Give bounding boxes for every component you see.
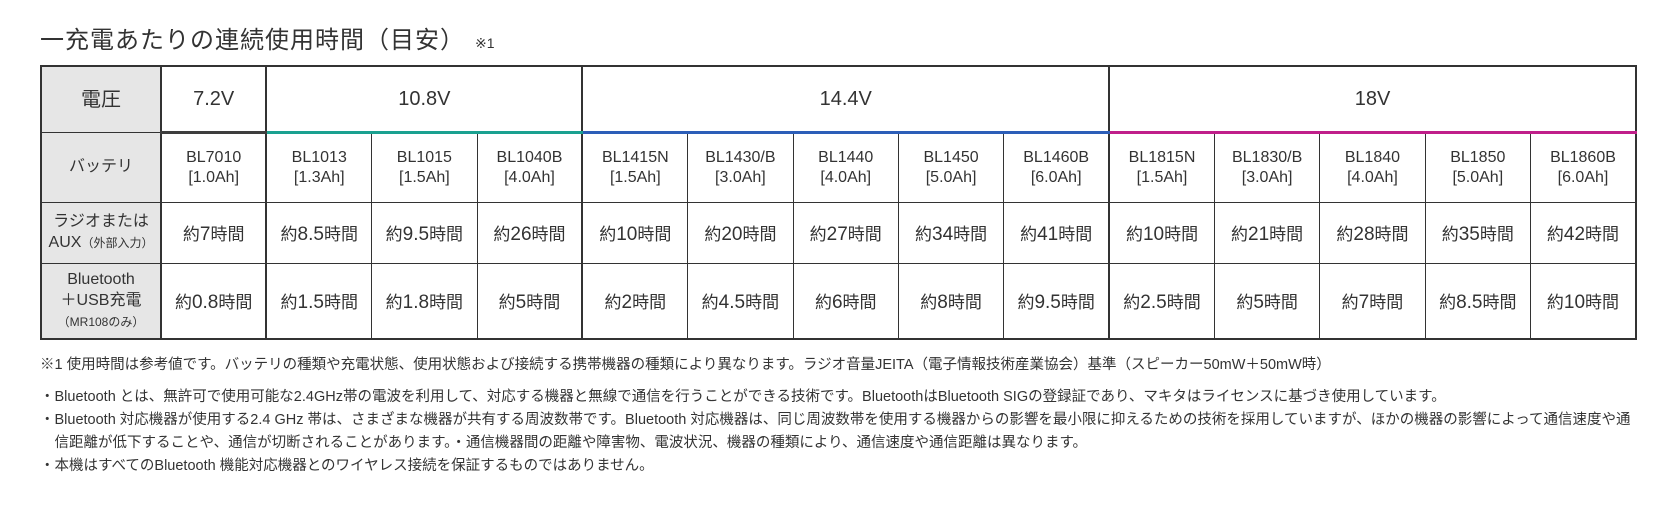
header-voltage: 電圧 — [41, 66, 161, 133]
page-title: 一充電あたりの連続使用時間（目安） — [40, 20, 465, 55]
data-cell: 約4.5時間 — [688, 264, 793, 340]
data-cell: 約27時間 — [793, 203, 898, 264]
bullet-item: ・Bluetooth とは、無許可で使用可能な2.4GHz帯の電波を利用して、対… — [40, 386, 1637, 409]
data-cell: 約8.5時間 — [1425, 264, 1530, 340]
header-battery: バッテリ — [41, 133, 161, 203]
data-cell: 約10時間 — [1530, 264, 1636, 340]
data-cell: 約9.5時間 — [372, 203, 477, 264]
battery-cell: BL1013 [1.3Ah] — [266, 133, 371, 203]
data-cell: 約0.8時間 — [161, 264, 266, 340]
notes: ※1 使用時間は参考値です。バッテリの種類や充電状態、使用状態および接続する携帯… — [40, 354, 1637, 478]
bullet-item: ・Bluetooth 対応機器が使用する2.4 GHz 帯は、さまざまな機器が共… — [40, 409, 1637, 455]
data-cell: 約1.5時間 — [266, 264, 371, 340]
data-cell: 約21時間 — [1214, 203, 1319, 264]
battery-cell: BL1815N [1.5Ah] — [1109, 133, 1214, 203]
row-bt-label-main: Bluetooth ＋USB充電 — [61, 271, 142, 309]
voltage-cell: 10.8V — [266, 66, 582, 133]
data-cell: 約2.5時間 — [1109, 264, 1214, 340]
data-cell: 約35時間 — [1425, 203, 1530, 264]
battery-cell: BL1015 [1.5Ah] — [372, 133, 477, 203]
voltage-row: 電圧 7.2V10.8V14.4V18V — [41, 66, 1636, 133]
bullets: ・Bluetooth とは、無許可で使用可能な2.4GHz帯の電波を利用して、対… — [40, 386, 1637, 479]
data-cell: 約7時間 — [161, 203, 266, 264]
battery-cell: BL1440 [4.0Ah] — [793, 133, 898, 203]
row-bt-label-sub: （MR108のみ） — [58, 315, 145, 329]
bullet-item: ・本機はすべてのBluetooth 機能対応機器とのワイヤレス接続を保証するもの… — [40, 455, 1637, 478]
data-cell: 約20時間 — [688, 203, 793, 264]
data-cell: 約8.5時間 — [266, 203, 371, 264]
data-cell: 約6時間 — [793, 264, 898, 340]
battery-cell: BL1040B [4.0Ah] — [477, 133, 582, 203]
battery-cell: BL1830/B [3.0Ah] — [1214, 133, 1319, 203]
title-footnote-ref: ※1 — [475, 35, 495, 52]
battery-cell: BL7010 [1.0Ah] — [161, 133, 266, 203]
row-radio-label: ラジオまたは AUX（外部入力） — [41, 203, 161, 264]
battery-cell: BL1450 [5.0Ah] — [898, 133, 1003, 203]
battery-cell: BL1860B [6.0Ah] — [1530, 133, 1636, 203]
row-radio-label-sub: （外部入力） — [81, 236, 153, 250]
runtime-table: 電圧 7.2V10.8V14.4V18V バッテリ BL7010 [1.0Ah]… — [40, 65, 1637, 340]
data-cell: 約41時間 — [1004, 203, 1109, 264]
data-cell: 約8時間 — [898, 264, 1003, 340]
data-cell: 約5時間 — [1214, 264, 1319, 340]
data-cell: 約34時間 — [898, 203, 1003, 264]
battery-row: バッテリ BL7010 [1.0Ah]BL1013 [1.3Ah]BL1015 … — [41, 133, 1636, 203]
data-cell: 約10時間 — [1109, 203, 1214, 264]
data-cell: 約7時間 — [1320, 264, 1425, 340]
battery-cell: BL1415N [1.5Ah] — [582, 133, 687, 203]
voltage-cell: 7.2V — [161, 66, 266, 133]
row-radio: ラジオまたは AUX（外部入力） 約7時間約8.5時間約9.5時間約26時間約1… — [41, 203, 1636, 264]
data-cell: 約5時間 — [477, 264, 582, 340]
row-bt-label: Bluetooth ＋USB充電 （MR108のみ） — [41, 264, 161, 340]
battery-cell: BL1850 [5.0Ah] — [1425, 133, 1530, 203]
title-row: 一充電あたりの連続使用時間（目安） ※1 — [40, 20, 1637, 55]
data-cell: 約1.8時間 — [372, 264, 477, 340]
battery-cell: BL1460B [6.0Ah] — [1004, 133, 1109, 203]
voltage-cell: 14.4V — [582, 66, 1109, 133]
battery-cell: BL1840 [4.0Ah] — [1320, 133, 1425, 203]
data-cell: 約2時間 — [582, 264, 687, 340]
data-cell: 約9.5時間 — [1004, 264, 1109, 340]
row-bt: Bluetooth ＋USB充電（MR108のみ） 約0.8時間約1.5時間約1… — [41, 264, 1636, 340]
data-cell: 約42時間 — [1530, 203, 1636, 264]
data-cell: 約28時間 — [1320, 203, 1425, 264]
footnote-1: ※1 使用時間は参考値です。バッテリの種類や充電状態、使用状態および接続する携帯… — [40, 354, 1637, 377]
data-cell: 約26時間 — [477, 203, 582, 264]
voltage-cell: 18V — [1109, 66, 1636, 133]
battery-cell: BL1430/B [3.0Ah] — [688, 133, 793, 203]
data-cell: 約10時間 — [582, 203, 687, 264]
